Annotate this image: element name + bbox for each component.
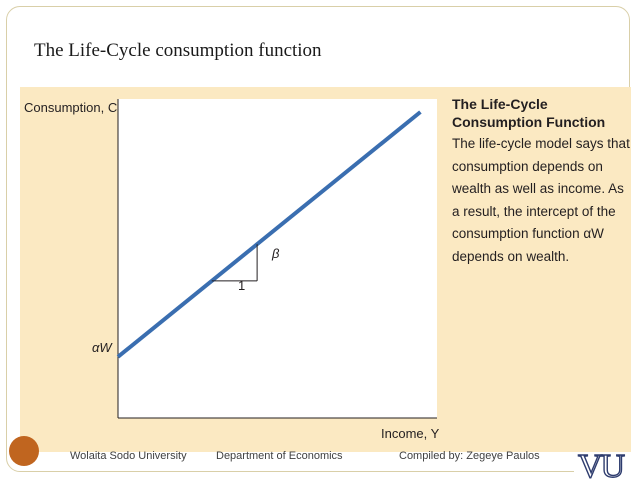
sidebar-body-line: consumption function αW — [452, 226, 604, 241]
university-logo-text: VU — [578, 452, 625, 479]
footer: Wolaita Sodo University Department of Ec… — [0, 448, 638, 468]
sidebar-body-line: a result, the intercept of the — [452, 203, 616, 219]
run-label: 1 — [238, 278, 245, 293]
sidebar-heading-line-1: The Life-Cycle — [452, 96, 548, 112]
sidebar-heading-line-2: Consumption Function — [452, 114, 606, 130]
x-axis-label: Income, Y — [381, 426, 440, 441]
footer-department: Department of Economics — [216, 450, 343, 462]
sidebar-body-line: consumption depends on — [452, 158, 603, 174]
sidebar-body-line: depends on wealth. — [452, 248, 570, 264]
university-logo: VU — [574, 452, 638, 479]
footer-university: Wolaita Sodo University — [70, 450, 187, 462]
slide-number-badge — [9, 436, 39, 466]
slope-label: β — [271, 246, 280, 261]
plot-area — [118, 99, 437, 418]
sidebar-heading: The Life-Cycle Consumption Function — [452, 95, 632, 131]
slide-title: The Life-Cycle consumption function — [34, 40, 322, 61]
footer-compiled-by: Compiled by: Zegeye Paulos — [399, 450, 540, 462]
sidebar-body: The life-cycle model says that consumpti… — [452, 133, 632, 268]
sidebar-body-line: wealth as well as income. As — [452, 181, 624, 196]
consumption-function-line — [116, 110, 422, 359]
intercept-label: αW — [92, 340, 113, 355]
y-axis-label: Consumption, C — [24, 100, 117, 115]
sidebar-body-line: The life-cycle model says that — [452, 136, 630, 151]
